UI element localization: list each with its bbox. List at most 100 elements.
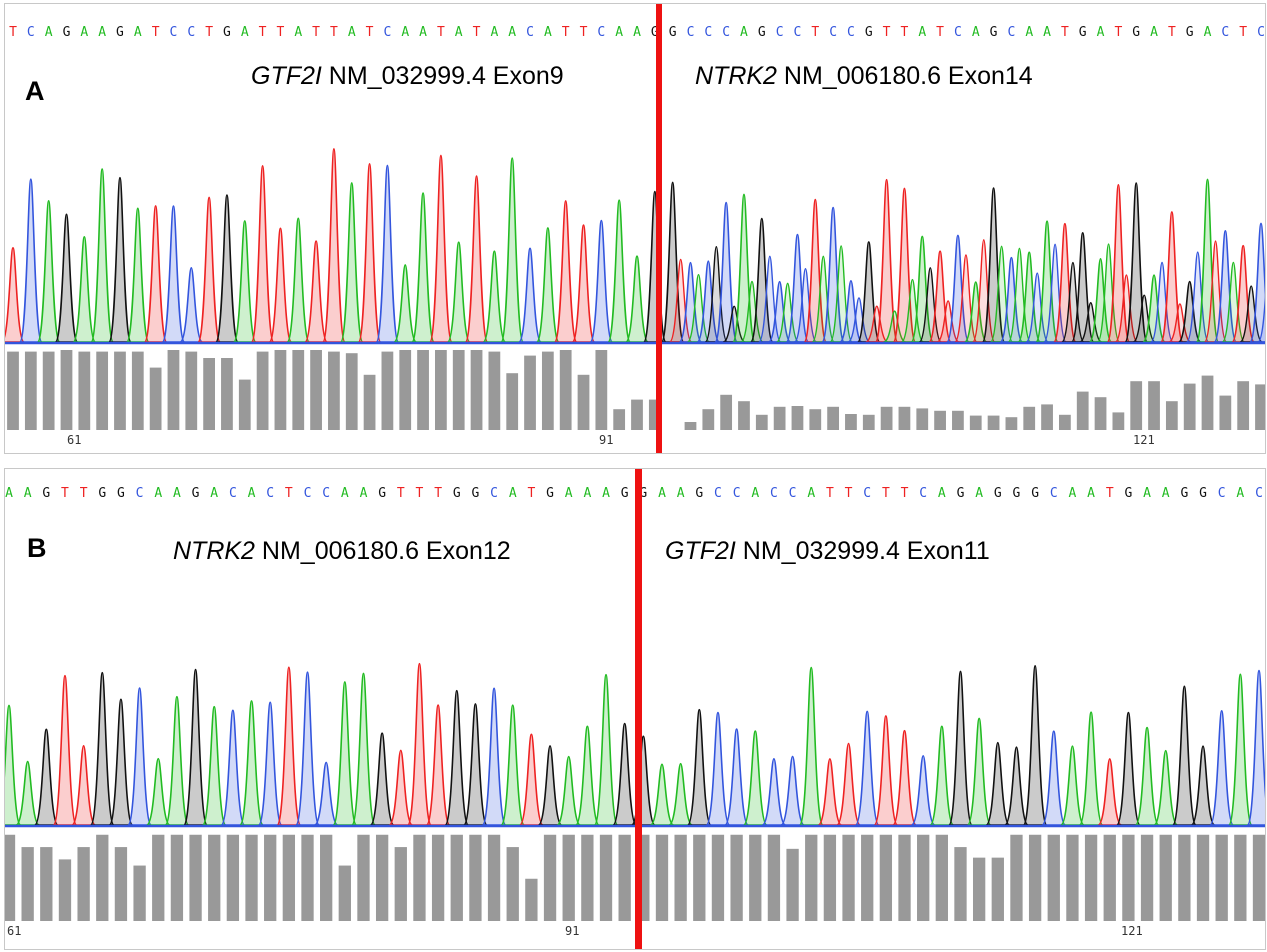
trace-peak — [15, 760, 41, 826]
base-call-letter: T — [277, 25, 285, 40]
quality-bar — [827, 406, 839, 430]
base-call-letter: C — [136, 486, 144, 501]
quality-bar — [1159, 834, 1172, 921]
quality-bar — [702, 409, 715, 430]
base-call-letter: C — [789, 486, 797, 501]
base-call-letter: C — [829, 25, 837, 40]
trace-peak — [1190, 745, 1216, 826]
trace-peak — [589, 219, 614, 343]
trace-peak — [593, 673, 619, 826]
trace-peak — [500, 704, 526, 826]
quality-bar — [773, 406, 786, 430]
base-call-letter: A — [544, 25, 552, 40]
trace-peak — [52, 674, 78, 826]
quality-bar — [1165, 401, 1178, 430]
fusion-breakpoint-marker — [635, 469, 642, 949]
trace-peak — [145, 757, 171, 826]
trace-peak — [411, 192, 435, 343]
base-call-letter: T — [562, 25, 570, 40]
quality-bar — [842, 834, 855, 921]
base-call-letter: A — [241, 25, 249, 40]
base-call-letter: A — [1025, 25, 1033, 40]
base-call-letter: A — [1043, 25, 1051, 40]
trace-peak — [250, 165, 275, 343]
trace-peak — [742, 730, 768, 826]
base-call-letter: C — [187, 25, 195, 40]
quality-bar — [791, 406, 804, 430]
base-call-letter: A — [918, 25, 926, 40]
quality-bar — [1219, 395, 1232, 430]
base-call-letter: A — [24, 486, 32, 501]
quality-bar — [114, 847, 128, 921]
quality-bar — [755, 414, 768, 430]
quality-bar — [749, 834, 762, 921]
base-call-letter: A — [348, 25, 356, 40]
base-call-letter: C — [322, 486, 330, 501]
base-call-letter: A — [1150, 25, 1158, 40]
quality-bar — [149, 367, 162, 430]
quality-bar — [21, 847, 34, 921]
base-call-letter: C — [383, 25, 391, 40]
trace-secondary-peak — [936, 300, 960, 343]
base-call-letter: T — [1168, 25, 1176, 40]
base-call-letter: A — [658, 486, 666, 501]
quality-bar — [1023, 406, 1036, 430]
base-call-letter: T — [1239, 25, 1247, 40]
trace-peak — [668, 762, 693, 826]
quality-bar — [7, 351, 19, 430]
trace-peak — [239, 700, 264, 826]
base-call-letter: G — [1180, 486, 1188, 501]
base-call-letter: A — [98, 25, 106, 40]
base-call-letter: A — [751, 486, 759, 501]
quality-bar — [221, 358, 233, 430]
trace-peak — [5, 246, 25, 343]
quality-bar — [935, 834, 948, 921]
base-call-letter: C — [1255, 486, 1263, 501]
trace-peak — [732, 193, 756, 343]
trace-peak — [183, 668, 208, 826]
trace-secondary-peak — [686, 273, 711, 343]
quality-bar — [1196, 834, 1210, 921]
trace-peak — [1213, 230, 1238, 343]
trace-peak — [1142, 274, 1166, 343]
trace-peak — [1231, 244, 1256, 343]
quality-bar — [954, 847, 967, 921]
base-call-letter: C — [490, 486, 498, 501]
quality-bar — [245, 834, 258, 921]
trace-peak — [286, 217, 311, 343]
quality-bar — [1234, 834, 1247, 921]
quality-bar — [167, 350, 180, 430]
quality-bar — [1028, 834, 1042, 921]
trace-peak — [429, 154, 453, 343]
trace-secondary-peak — [1168, 303, 1192, 343]
quality-bar — [674, 834, 687, 921]
quality-bar — [488, 351, 501, 430]
quality-bar — [916, 408, 929, 430]
quality-bar — [131, 351, 144, 430]
quality-bar — [1066, 834, 1079, 921]
base-call-letter: T — [416, 486, 424, 501]
base-call-letter: G — [695, 486, 703, 501]
quality-bar — [357, 834, 370, 921]
trace-peak — [705, 711, 731, 826]
quality-bar — [238, 379, 251, 430]
base-call-letter: T — [473, 25, 481, 40]
trace-peak — [179, 267, 204, 343]
trace-peak — [1060, 745, 1085, 826]
trace-secondary-peak — [704, 246, 729, 343]
trace-peak — [518, 247, 542, 343]
quality-bar — [599, 834, 613, 921]
trace-peak — [985, 741, 1011, 826]
quality-bar — [469, 834, 482, 921]
trace-peak — [90, 168, 114, 343]
base-call-letter: G — [621, 486, 629, 501]
base-call-letter: T — [330, 25, 338, 40]
trace-peak — [295, 671, 320, 826]
base-call-letter: T — [1114, 25, 1122, 40]
quality-bar — [541, 351, 554, 430]
trace-peak — [1116, 711, 1141, 826]
quality-bar — [1103, 834, 1116, 921]
base-call-letter: G — [957, 486, 965, 501]
